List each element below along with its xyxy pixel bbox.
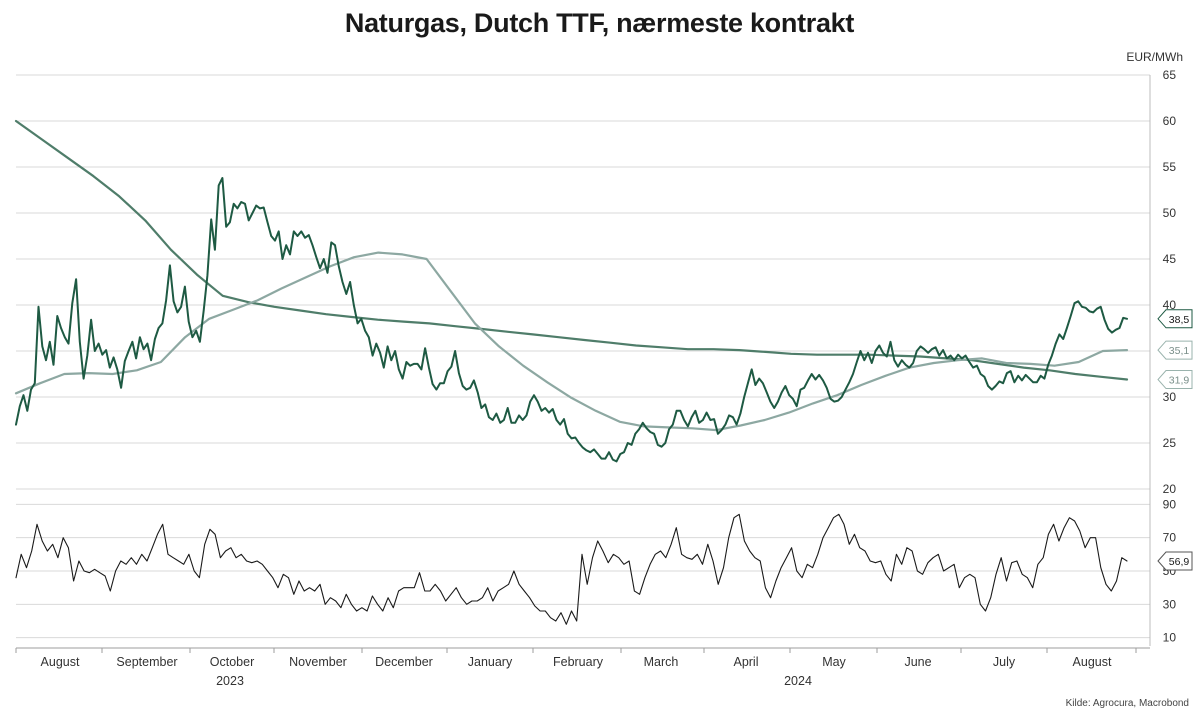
end-value-tag: 35,1: [1157, 340, 1193, 360]
gridlines: [16, 74, 1150, 639]
y-tick-label: 10: [1163, 631, 1177, 645]
end-value-tag: 38,5: [1157, 309, 1193, 329]
x-tick-label: June: [904, 655, 931, 669]
end-value-tag: 31,9: [1157, 370, 1193, 390]
series-line-long-average: [14, 119, 1129, 381]
end-value-label: 31,9: [1169, 375, 1190, 387]
x-tick-label: May: [822, 655, 846, 669]
series-lines: [14, 119, 1129, 625]
y-tick-label: 65: [1163, 68, 1177, 82]
y-tick-label: 25: [1163, 436, 1177, 450]
series-line-short-average: [14, 251, 1129, 432]
x-tick-label: December: [375, 655, 433, 669]
x-tick-label: October: [210, 655, 254, 669]
x-year-label: 2023: [216, 674, 244, 688]
x-year-label: 2024: [784, 674, 812, 688]
axes: [15, 75, 1151, 653]
end-value-tag: 56,9: [1157, 551, 1193, 571]
y-tick-label: 30: [1163, 597, 1177, 611]
y-tick-label: 40: [1163, 298, 1177, 312]
end-value-label: 56,9: [1169, 556, 1190, 568]
x-tick-label: January: [468, 655, 513, 669]
x-tick-label: August: [1073, 655, 1112, 669]
end-value-label: 38,5: [1169, 314, 1190, 326]
x-tick-label: April: [733, 655, 758, 669]
end-value-box: [1157, 340, 1193, 360]
y-tick-label: 70: [1163, 531, 1177, 545]
series-line-price: [15, 177, 1128, 463]
x-tick-label: November: [289, 655, 347, 669]
end-value-label: 35,1: [1169, 345, 1190, 357]
chart-title: Naturgas, Dutch TTF, nærmeste kontrakt: [344, 8, 855, 38]
labels: 20253035404550556065EUR/MWh103050709038,…: [41, 50, 1193, 688]
source-note: Kilde: Agrocura, Macrobond: [1065, 698, 1189, 709]
end-value-box: [1157, 370, 1193, 390]
y-tick-label: 50: [1163, 206, 1177, 220]
y-tick-label: 20: [1163, 482, 1177, 496]
x-tick-label: July: [993, 655, 1016, 669]
y-tick-label: 55: [1163, 160, 1177, 174]
x-tick-label: March: [644, 655, 679, 669]
y-tick-label: 45: [1163, 252, 1177, 266]
end-value-box: [1157, 551, 1193, 571]
y-tick-label: 30: [1163, 390, 1177, 404]
x-tick-label: August: [41, 655, 80, 669]
y-axis-unit: EUR/MWh: [1126, 50, 1183, 64]
y-tick-label: 90: [1163, 497, 1177, 511]
x-tick-label: February: [553, 655, 604, 669]
y-tick-label: 60: [1163, 114, 1177, 128]
end-value-box: [1157, 309, 1193, 329]
x-tick-label: September: [116, 655, 177, 669]
series-line-oscillator: [15, 513, 1128, 625]
